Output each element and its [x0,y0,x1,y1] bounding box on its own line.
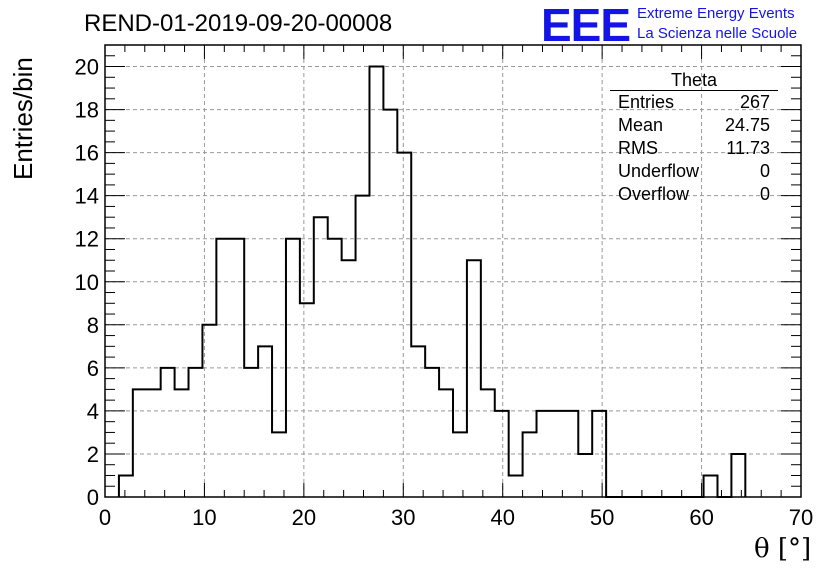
histogram-bin [147,389,161,497]
histogram-outline [117,65,747,498]
x-tick-label: 40 [490,505,514,530]
y-tick-label: 4 [87,399,99,424]
stats-row: Entries 267 [610,91,778,114]
y-tick-label: 6 [87,356,99,381]
x-axis-label: θ [°] [754,534,812,564]
eee-logo: EEE [541,0,631,51]
x-tick-label: 50 [590,505,614,530]
stats-row: Overflow 0 [610,183,778,206]
histogram-bin [272,432,286,497]
stats-value: 11.73 [726,138,770,158]
stats-value: 0 [759,184,770,204]
stats-title: Theta [610,70,778,91]
histogram-bin [383,110,397,497]
stats-label: Entries [618,92,675,112]
chart-title: REND-01-2019-09-20-00008 [84,10,393,37]
stats-row: Mean 24.75 [610,114,778,137]
stats-box: Theta Entries 267 Mean 24.75 RMS 11.73 Underfl… [610,70,778,206]
stats-label: RMS [618,138,658,158]
logo-line-2: La Scienza nelle Scuole [637,25,798,42]
x-tick-label: 10 [192,505,216,530]
stats-label: Mean [618,115,664,135]
histogram-bin [342,260,356,497]
y-tick-label: 8 [87,313,99,338]
y-tick-label: 2 [87,442,99,467]
histogram-bin [439,389,453,497]
logo-caption: Extreme Energy Events La Scienza nelle S… [637,4,797,44]
histogram-bin [578,454,592,497]
histogram-bin [467,260,481,497]
histogram-bin [731,454,745,497]
histogram-bin [509,475,523,497]
y-tick-label: 18 [75,98,99,123]
stats-value: 24.75 [724,115,770,135]
histogram-bin [704,475,718,497]
y-tick-label: 0 [87,485,99,510]
x-tick-label: 20 [292,505,316,530]
stats-value: 267 [739,92,770,112]
stats-rows: Entries 267 Mean 24.75 RMS 11.73 Underflow 0 Ove… [610,91,778,206]
x-tick-label: 0 [99,505,111,530]
histogram-bin [258,346,272,497]
histogram-bin [133,389,147,497]
stats-row: Underflow 0 [610,160,778,183]
x-tick-label: 60 [689,505,713,530]
histogram-bin [119,475,133,497]
y-tick-label: 14 [75,184,99,209]
stats-label: Underflow [618,161,700,181]
histogram-bin [425,368,439,497]
histogram-bin [411,346,425,497]
x-tick-labels: 0 10 20 30 40 50 60 70 [99,505,813,530]
histogram-bin [175,389,189,497]
histogram-bin [244,368,258,497]
histogram-bin [300,303,314,497]
histogram-bin [161,368,175,497]
histogram-bin [189,368,203,497]
histogram-bin [481,389,495,497]
x-tick-label: 30 [391,505,415,530]
stats-row: RMS 11.73 [610,137,778,160]
stats-label: Overflow [618,184,690,204]
histogram-bin [523,432,537,497]
x-tick-label: 70 [789,505,813,530]
y-tick-label: 12 [75,227,99,252]
y-axis-label: Entries/bin [8,57,38,180]
axis-ticks [104,45,802,498]
y-tick-label: 10 [75,270,99,295]
y-tick-labels: 0 2 4 6 8 10 12 14 16 18 20 [75,55,99,510]
histogram-bin [314,217,328,497]
histogram-bin [453,432,467,497]
stats-value: 0 [759,161,770,181]
y-tick-label: 20 [75,55,99,80]
histogram-bin [356,196,370,497]
logo-line-1: Extreme Energy Events [637,5,795,22]
y-tick-label: 16 [75,141,99,166]
